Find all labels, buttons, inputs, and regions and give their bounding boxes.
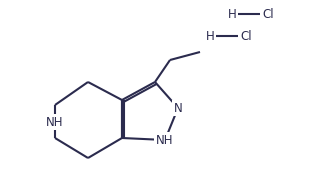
Text: Cl: Cl bbox=[262, 7, 274, 21]
Text: N: N bbox=[174, 102, 182, 114]
Text: NH: NH bbox=[156, 133, 174, 146]
Text: H: H bbox=[228, 7, 236, 21]
Text: Cl: Cl bbox=[240, 30, 252, 43]
Text: H: H bbox=[206, 30, 214, 43]
Text: NH: NH bbox=[46, 115, 64, 129]
